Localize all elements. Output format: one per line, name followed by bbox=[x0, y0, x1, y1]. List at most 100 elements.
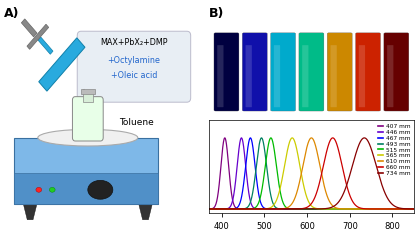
446 mm bbox=[293, 208, 298, 210]
734 mm bbox=[223, 208, 228, 210]
FancyBboxPatch shape bbox=[387, 45, 393, 107]
446 mm bbox=[392, 208, 397, 210]
FancyBboxPatch shape bbox=[214, 33, 239, 111]
660 mm bbox=[293, 208, 298, 210]
FancyBboxPatch shape bbox=[242, 33, 267, 111]
Line: 515 mm: 515 mm bbox=[201, 138, 418, 209]
515 mm bbox=[283, 206, 288, 208]
565 mm bbox=[415, 208, 418, 210]
Text: I: I bbox=[392, 13, 395, 19]
Line: 493 mm: 493 mm bbox=[201, 138, 418, 209]
FancyBboxPatch shape bbox=[274, 45, 280, 107]
407 mm bbox=[198, 208, 203, 210]
407 mm bbox=[371, 208, 376, 210]
Ellipse shape bbox=[36, 187, 42, 192]
565 mm bbox=[290, 137, 295, 139]
610 mm bbox=[415, 208, 418, 210]
FancyBboxPatch shape bbox=[77, 31, 191, 102]
446 mm bbox=[198, 208, 203, 210]
565 mm bbox=[293, 142, 298, 145]
FancyBboxPatch shape bbox=[327, 33, 352, 111]
407 mm bbox=[415, 208, 418, 210]
FancyBboxPatch shape bbox=[14, 138, 158, 204]
Line: 446 mm: 446 mm bbox=[201, 138, 418, 209]
493 mm bbox=[198, 208, 203, 210]
Line: 610 mm: 610 mm bbox=[201, 138, 418, 209]
Line: 734 mm: 734 mm bbox=[201, 138, 418, 209]
446 mm bbox=[283, 208, 288, 210]
467 mm bbox=[293, 208, 298, 210]
FancyBboxPatch shape bbox=[359, 45, 365, 107]
Polygon shape bbox=[23, 204, 37, 220]
660 mm bbox=[415, 208, 418, 210]
FancyBboxPatch shape bbox=[245, 45, 252, 107]
Polygon shape bbox=[27, 24, 49, 49]
734 mm bbox=[415, 208, 418, 210]
Polygon shape bbox=[38, 37, 53, 54]
493 mm bbox=[259, 137, 264, 139]
734 mm bbox=[283, 208, 288, 210]
493 mm bbox=[223, 208, 228, 210]
467 mm bbox=[198, 208, 203, 210]
734 mm bbox=[362, 137, 367, 139]
515 mm bbox=[392, 208, 397, 210]
Text: +Octylamine: +Octylamine bbox=[107, 56, 161, 65]
Text: Cl/Br: Cl/Br bbox=[252, 13, 269, 19]
407 mm bbox=[222, 137, 227, 139]
493 mm bbox=[283, 208, 288, 210]
660 mm bbox=[392, 208, 397, 210]
Bar bbox=[14, 173, 158, 204]
493 mm bbox=[392, 208, 397, 210]
565 mm bbox=[198, 208, 203, 210]
467 mm bbox=[392, 208, 397, 210]
Polygon shape bbox=[21, 19, 37, 37]
610 mm bbox=[283, 207, 288, 210]
467 mm bbox=[415, 208, 418, 210]
Legend: 407 mm, 446 mm, 467 mm, 493 mm, 515 mm, 565 mm, 610 mm, 660 mm, 734 mm: 407 mm, 446 mm, 467 mm, 493 mm, 515 mm, … bbox=[377, 123, 411, 177]
Polygon shape bbox=[84, 90, 89, 96]
FancyBboxPatch shape bbox=[270, 33, 296, 111]
610 mm bbox=[392, 208, 397, 210]
446 mm bbox=[237, 148, 242, 150]
FancyBboxPatch shape bbox=[356, 33, 380, 111]
Ellipse shape bbox=[88, 180, 113, 199]
610 mm bbox=[198, 208, 203, 210]
660 mm bbox=[223, 208, 228, 210]
660 mm bbox=[283, 208, 288, 210]
467 mm bbox=[283, 208, 288, 210]
Polygon shape bbox=[139, 204, 152, 220]
565 mm bbox=[283, 159, 288, 161]
446 mm bbox=[223, 207, 228, 210]
FancyBboxPatch shape bbox=[72, 97, 103, 141]
Text: A): A) bbox=[4, 7, 20, 20]
Bar bbox=[81, 89, 94, 94]
Text: Cl: Cl bbox=[220, 13, 227, 19]
407 mm bbox=[283, 208, 288, 210]
515 mm bbox=[293, 208, 298, 210]
FancyBboxPatch shape bbox=[331, 45, 337, 107]
Text: Br/I: Br/I bbox=[342, 13, 354, 19]
610 mm bbox=[309, 137, 314, 139]
467 mm bbox=[223, 208, 228, 210]
FancyBboxPatch shape bbox=[299, 33, 324, 111]
446 mm bbox=[415, 208, 418, 210]
Text: Br: Br bbox=[299, 13, 307, 19]
660 mm bbox=[198, 208, 203, 210]
Polygon shape bbox=[39, 38, 85, 91]
734 mm bbox=[293, 208, 298, 210]
610 mm bbox=[293, 196, 298, 199]
Text: Toluene: Toluene bbox=[120, 118, 154, 127]
FancyBboxPatch shape bbox=[217, 45, 224, 107]
565 mm bbox=[392, 208, 397, 210]
734 mm bbox=[392, 204, 397, 207]
407 mm bbox=[392, 208, 397, 210]
Text: MAX+PbX₂+DMP: MAX+PbX₂+DMP bbox=[100, 38, 168, 47]
Line: 660 mm: 660 mm bbox=[201, 138, 418, 209]
FancyBboxPatch shape bbox=[302, 45, 308, 107]
493 mm bbox=[415, 208, 418, 210]
515 mm bbox=[268, 137, 273, 139]
493 mm bbox=[293, 208, 298, 210]
Line: 467 mm: 467 mm bbox=[201, 138, 418, 209]
Line: 407 mm: 407 mm bbox=[201, 138, 418, 209]
407 mm bbox=[237, 207, 242, 210]
